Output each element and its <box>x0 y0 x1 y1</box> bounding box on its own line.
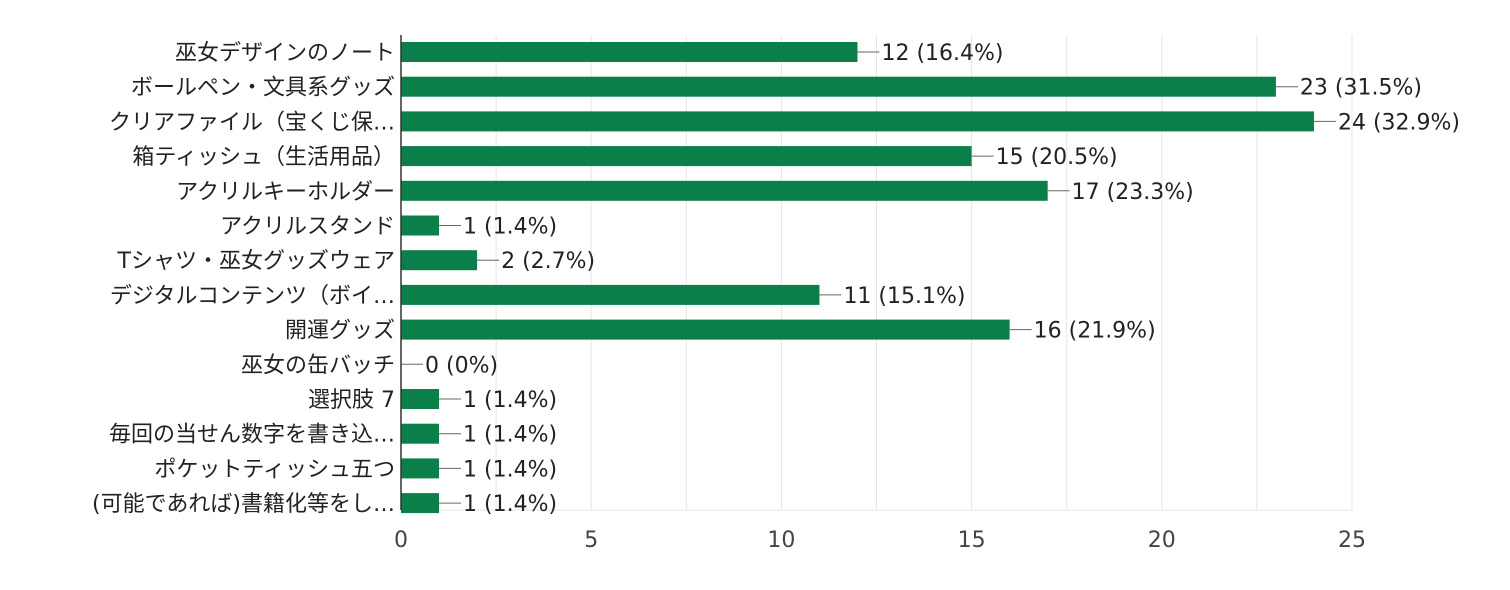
category-label: Tシャツ・巫女グッズウェア <box>117 249 395 274</box>
bar <box>401 76 1276 97</box>
category-label: 開運グッズ <box>285 319 395 344</box>
bar <box>401 42 858 62</box>
data-label: 1 (1.4%) <box>463 492 557 517</box>
bar <box>401 215 440 236</box>
bar <box>401 284 820 305</box>
data-label: 24 (32.9%) <box>1338 110 1460 135</box>
x-tick-label: 10 <box>767 528 795 553</box>
x-tick-label: 25 <box>1338 528 1366 553</box>
data-label: 1 (1.4%) <box>463 388 557 413</box>
data-label: 2 (2.7%) <box>501 249 595 274</box>
bar <box>401 389 440 409</box>
bar <box>401 458 440 479</box>
data-label: 15 (20.5%) <box>996 145 1118 170</box>
category-label: アクリルスタンド <box>220 215 395 240</box>
bar <box>401 493 440 514</box>
category-label: 毎回の当せん数字を書き込… <box>109 423 395 448</box>
data-label: 0 (0%) <box>425 353 498 378</box>
x-tick-label: 0 <box>394 528 408 553</box>
category-label: ポケットティッシュ五つ <box>154 457 395 482</box>
bar <box>401 423 440 444</box>
category-label: ボールペン・文具系グッズ <box>131 76 395 101</box>
data-label: 23 (31.5%) <box>1300 76 1422 101</box>
category-label: 選択肢 7 <box>308 388 395 413</box>
data-label: 11 (15.1%) <box>843 284 965 309</box>
category-label: 箱ティッシュ（生活用品） <box>132 145 395 170</box>
data-label: 1 (1.4%) <box>463 423 557 448</box>
data-label: 1 (1.4%) <box>463 457 557 482</box>
bar <box>401 146 972 167</box>
data-label: 17 (23.3%) <box>1072 180 1194 205</box>
data-label: 16 (21.9%) <box>1034 319 1156 344</box>
x-tick-label: 20 <box>1148 528 1176 553</box>
bar <box>401 250 478 271</box>
data-label: 12 (16.4%) <box>881 41 1003 66</box>
data-label: 1 (1.4%) <box>463 215 557 240</box>
bar <box>401 180 1048 201</box>
bar <box>401 111 1314 132</box>
category-label: クリアファイル（宝くじ保… <box>109 110 395 135</box>
category-label: (可能であれば)書籍化等をし… <box>92 492 395 517</box>
category-label: 巫女の缶バッチ <box>241 353 395 378</box>
category-label: デジタルコンテンツ（ボイ… <box>110 284 395 309</box>
x-tick-label: 5 <box>584 528 598 553</box>
bar <box>401 319 1010 340</box>
x-tick-label: 15 <box>958 528 986 553</box>
category-label: 巫女デザインのノート <box>175 41 395 66</box>
category-label: アクリルキーホルダー <box>176 180 395 205</box>
